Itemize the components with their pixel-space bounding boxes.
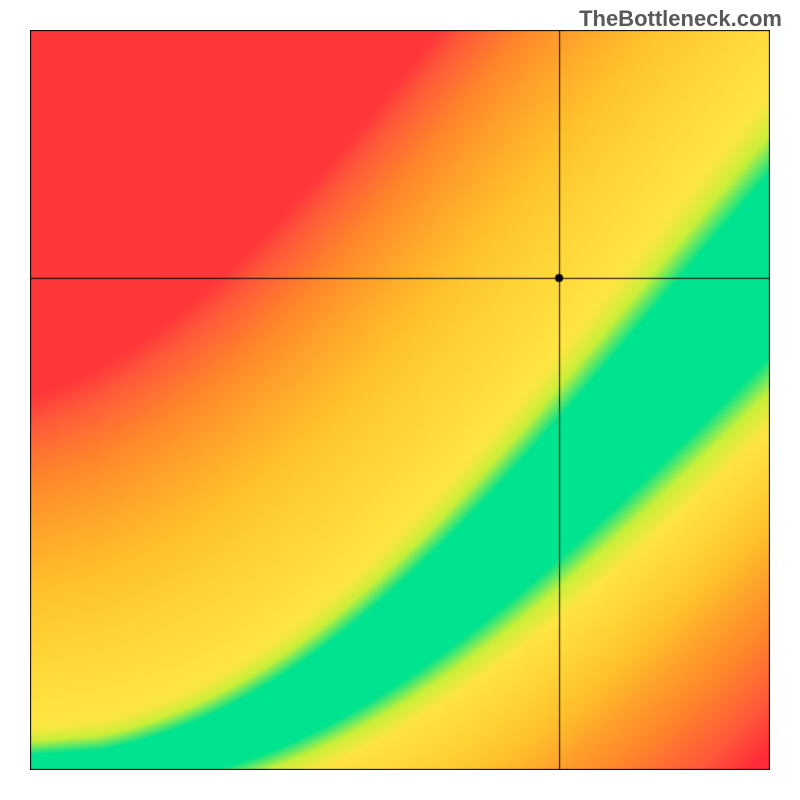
watermark-text: TheBottleneck.com: [579, 6, 782, 32]
chart-container: TheBottleneck.com: [0, 0, 800, 800]
bottleneck-heatmap: [30, 30, 770, 770]
